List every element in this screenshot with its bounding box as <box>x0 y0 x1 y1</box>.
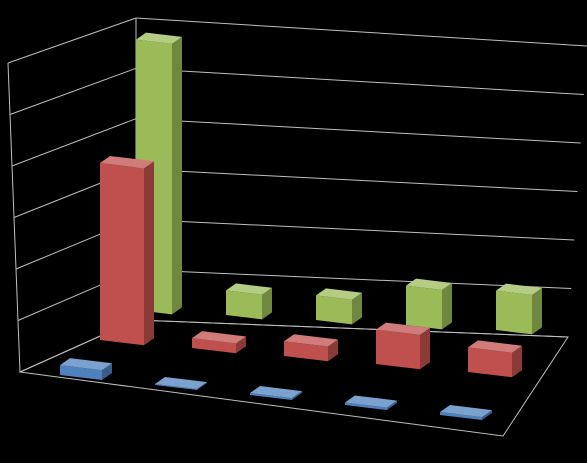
back-wall-gridline <box>135 269 572 289</box>
bar-s2-c1 <box>100 156 154 346</box>
bar-top-face <box>468 340 522 353</box>
bar-front-face <box>192 338 236 354</box>
back-wall-gridline <box>135 118 581 144</box>
bar-side-face <box>236 336 246 354</box>
bar-side-face <box>172 36 182 315</box>
bar-s3-c3 <box>316 288 362 325</box>
bar-front-face <box>468 347 512 378</box>
bar-front-face <box>60 365 102 381</box>
side-wall-gridline <box>11 118 137 167</box>
bar-s1-c1 <box>60 358 112 381</box>
bar-top-face <box>406 278 452 290</box>
bar-s3-c5 <box>496 283 542 335</box>
bar-front-face <box>155 384 197 391</box>
bar-side-face <box>292 391 302 401</box>
back-wall-gridline <box>135 168 578 192</box>
bar-side-face <box>442 282 452 330</box>
bar-top-face <box>60 358 112 371</box>
bar-s3-c2 <box>226 283 272 320</box>
bar-top-face <box>345 395 397 408</box>
bar-top-face <box>100 156 154 169</box>
back-wall-gridline <box>135 218 575 241</box>
bars <box>60 32 542 421</box>
bar-side-face <box>328 339 338 362</box>
bar-top-face <box>284 334 338 347</box>
side-wall-gridline <box>7 17 137 64</box>
bar-top-face <box>440 405 492 418</box>
bar-top-face <box>226 283 272 295</box>
back-wall-gridline <box>135 67 584 95</box>
bar-front-face <box>345 402 387 411</box>
bar-s2-c2 <box>192 331 246 354</box>
bar-top-face <box>376 322 430 335</box>
bar-side-face <box>197 382 207 391</box>
bar-s3-c4 <box>406 278 452 330</box>
bar-top-face <box>136 32 182 44</box>
bar-s1-c4 <box>345 395 397 411</box>
bar-front-face <box>406 285 442 330</box>
bar-top-face <box>155 377 207 390</box>
bar-front-face <box>284 341 328 362</box>
bar-front-face <box>316 295 352 325</box>
bar-front-face <box>100 163 144 346</box>
bar-side-face <box>512 345 522 378</box>
bar-top-face <box>250 386 302 399</box>
bar-s2-c5 <box>468 340 522 378</box>
bar-front-face <box>496 290 532 335</box>
back-wall-gridline <box>135 17 587 47</box>
bar-front-face <box>376 329 420 370</box>
bar-side-face <box>482 410 492 421</box>
bar-s1-c5 <box>440 405 492 421</box>
bar-front-face <box>250 393 292 401</box>
bar-s2-c3 <box>284 334 338 362</box>
gridlines <box>7 17 587 373</box>
bar-side-face <box>387 400 397 411</box>
floor <box>18 319 569 437</box>
bar-top-face <box>192 331 246 344</box>
wall-left-edge <box>7 62 21 373</box>
bar-front-face <box>440 412 482 421</box>
bar-s1-c3 <box>250 386 302 401</box>
bar-top-face <box>316 288 362 300</box>
bar-front-face <box>226 290 262 320</box>
bar-side-face <box>102 363 112 381</box>
bar-side-face <box>262 287 272 320</box>
bar-side-face <box>352 292 362 325</box>
bar-side-face <box>532 287 542 335</box>
bar-top-face <box>496 283 542 295</box>
bar-s1-c2 <box>155 377 207 391</box>
bar-s2-c4 <box>376 322 430 370</box>
bar-side-face <box>144 161 154 346</box>
bar-side-face <box>420 327 430 370</box>
side-wall-gridline <box>9 67 137 115</box>
